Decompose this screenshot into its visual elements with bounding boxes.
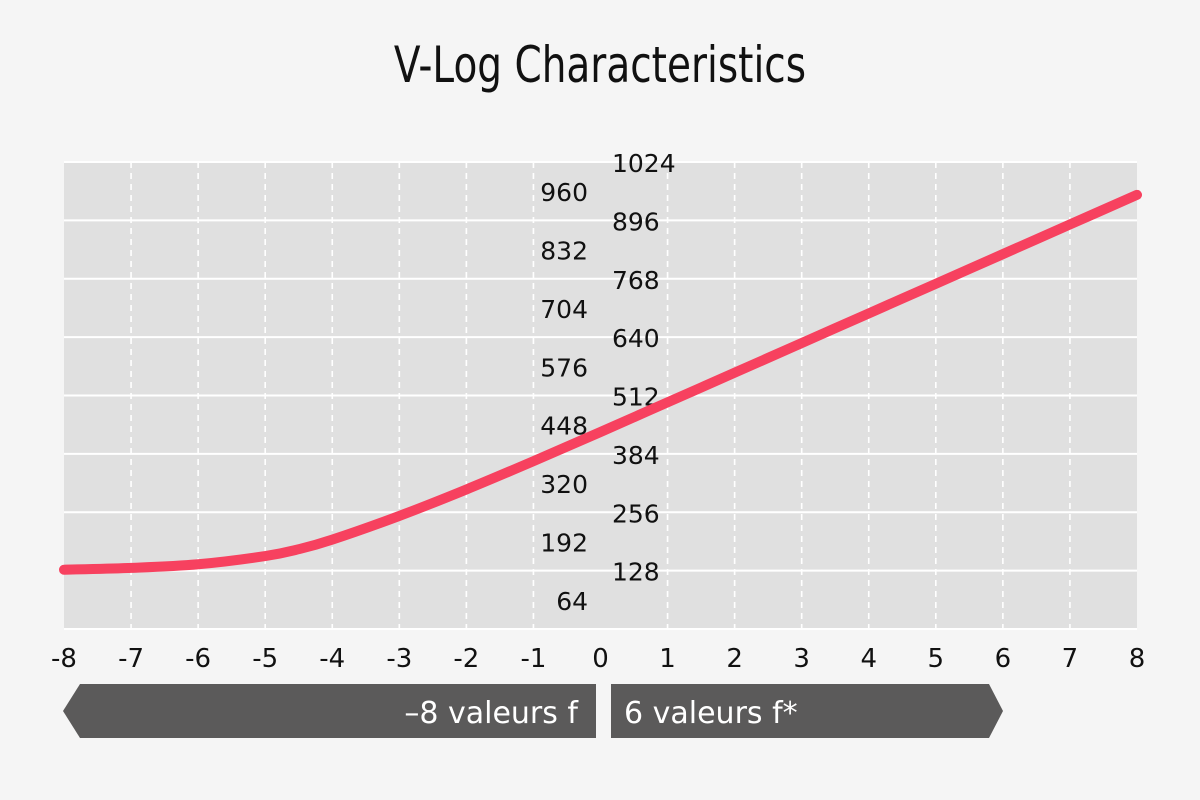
y-right-tick-label: 896 — [612, 207, 660, 236]
banner-right-label: 6 valeurs f* — [624, 696, 798, 731]
x-tick-label: -8 — [51, 644, 77, 674]
y-right-tick-label: 640 — [612, 324, 660, 353]
y-right-tick-label: 1024 — [612, 149, 676, 178]
banner-left-label: –8 valeurs f — [404, 696, 579, 731]
banner-left-arrow — [63, 684, 596, 738]
x-tick-label: 5 — [928, 644, 945, 674]
x-tick-label: -2 — [453, 644, 479, 674]
x-tick-label: 8 — [1129, 644, 1146, 674]
vertical-gridlines — [130, 162, 1071, 629]
x-tick-label: -4 — [319, 644, 345, 674]
y-left-tick-label: 576 — [540, 353, 588, 382]
x-tick-label: 0 — [592, 644, 609, 674]
x-tick-label: -5 — [252, 644, 278, 674]
x-tick-label: 2 — [726, 644, 743, 674]
x-tick-label: -6 — [185, 644, 211, 674]
y-right-tick-label: 768 — [612, 266, 660, 295]
y-left-tick-label: 704 — [540, 295, 588, 324]
y-right-tick-label: 256 — [612, 499, 660, 528]
y-left-tick-label: 320 — [540, 470, 588, 499]
series-layer — [59, 189, 1142, 575]
x-tick-label: 7 — [1062, 644, 1079, 674]
y-left-tick-label: 64 — [556, 587, 588, 616]
x-tick-label: -3 — [386, 644, 412, 674]
x-axis-tick-labels: -8 -7 -6 -5 -4 -3 -2 -1 0 1 2 3 4 5 6 7 8 — [51, 644, 1145, 674]
y-right-tick-label: 128 — [612, 558, 660, 587]
banner: –8 valeurs f 6 valeurs f* — [63, 684, 1003, 738]
x-tick-label: -7 — [118, 644, 144, 674]
x-tick-label: 3 — [793, 644, 810, 674]
banner-right-arrow — [611, 684, 1003, 738]
y-right-tick-label: 384 — [612, 441, 660, 470]
series-line — [59, 189, 1142, 575]
y-left-tick-label: 832 — [540, 237, 588, 266]
x-tick-label: 6 — [995, 644, 1012, 674]
y-left-tick-label: 192 — [540, 528, 588, 557]
x-tick-label: 4 — [860, 644, 877, 674]
y-left-tick-label: 960 — [540, 178, 588, 207]
chart-title: V-Log Characteristics — [393, 36, 807, 94]
x-tick-label: 1 — [659, 644, 676, 674]
x-tick-label: -1 — [520, 644, 546, 674]
